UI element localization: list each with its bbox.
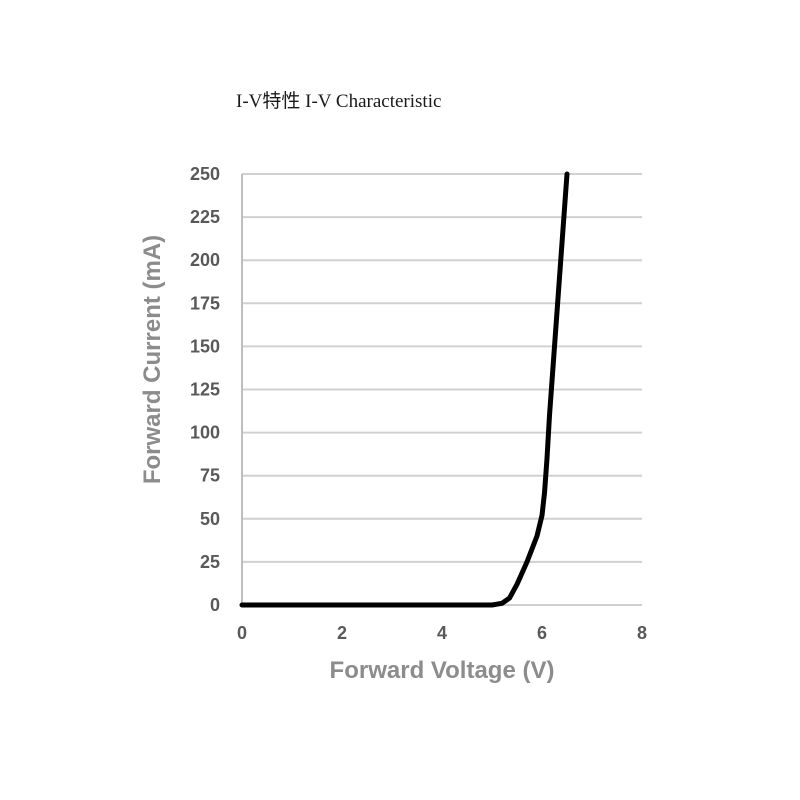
grid-layer — [242, 173, 642, 606]
chart-title: I-V特性 I-V Characteristic — [236, 91, 442, 112]
x-tick-label: 8 — [637, 623, 647, 643]
y-tick-label: 150 — [190, 336, 220, 356]
series-layer — [239, 171, 570, 608]
y-tick-label: 125 — [190, 380, 220, 400]
y-tick-label: 200 — [190, 250, 220, 270]
y-tick-label: 225 — [190, 207, 220, 227]
x-axis-title: Forward Voltage (V) — [330, 657, 555, 684]
iv-curve-line — [239, 171, 570, 608]
y-tick-label: 75 — [200, 466, 220, 486]
y-tick-label: 175 — [190, 293, 220, 313]
x-tick-label: 2 — [337, 623, 347, 643]
y-axis-title: Forward Current (mA) — [139, 235, 166, 484]
x-tick-label: 6 — [537, 623, 547, 643]
y-tick-label: 250 — [190, 164, 220, 184]
y-tick-label: 25 — [200, 552, 220, 572]
x-tick-label: 0 — [237, 623, 247, 643]
y-tick-label: 50 — [200, 509, 220, 529]
y-tick-label: 100 — [190, 423, 220, 443]
tick-layer: 0 25 50 75 100 125 150 175 200 225 250 0 2 4 6 8 — [190, 164, 647, 643]
y-tick-label: 0 — [210, 595, 220, 615]
x-tick-label: 4 — [437, 623, 447, 643]
